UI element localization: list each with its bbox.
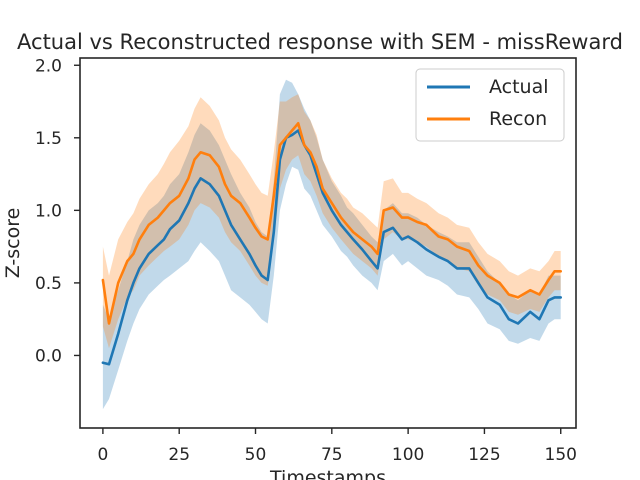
x-tick-label: 25 [168, 445, 190, 465]
y-axis-ticks: 0.0 0.5 1.0 1.5 2.0 [35, 56, 80, 366]
y-axis-label: Z-score [2, 208, 24, 279]
x-tick-label: 0 [97, 445, 108, 465]
x-tick-label: 100 [392, 445, 424, 465]
y-tick-label: 0.5 [35, 274, 62, 294]
y-tick-label: 1.0 [35, 201, 62, 221]
x-tick-label: 150 [545, 445, 577, 465]
legend-label-actual: Actual [489, 76, 549, 98]
sem-bands [102, 79, 561, 410]
legend-label-recon: Recon [489, 108, 547, 130]
sem-band-actual [102, 79, 561, 410]
series-lines [101, 122, 563, 366]
x-tick-label: 125 [468, 445, 500, 465]
chart-title: Actual vs Reconstructed response with SE… [17, 30, 623, 54]
x-tick-label: 75 [321, 445, 343, 465]
y-tick-label: 1.5 [35, 129, 62, 149]
x-axis-ticks: 0 25 50 75 100 125 150 [97, 428, 577, 465]
x-axis-label: Timestamps [269, 467, 386, 480]
y-tick-label: 2.0 [35, 56, 62, 76]
legend: Actual Recon [415, 68, 565, 142]
plot-frame [79, 57, 577, 429]
series-line-recon [101, 122, 563, 325]
y-tick-label: 0.0 [35, 346, 62, 366]
sem-band-recon [102, 94, 561, 349]
x-tick-label: 50 [245, 445, 267, 465]
